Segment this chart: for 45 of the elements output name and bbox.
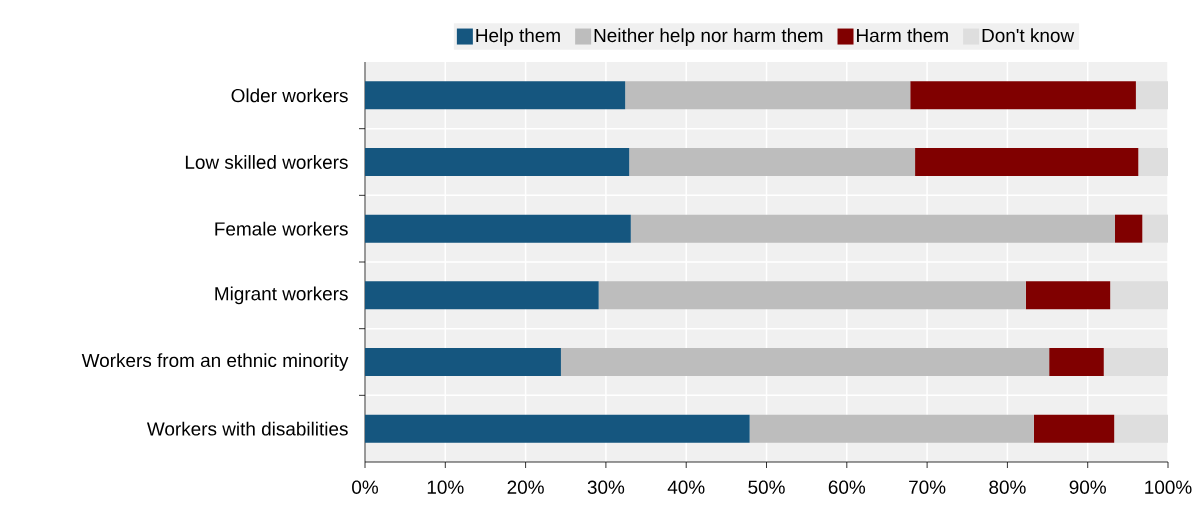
bar [749,414,1034,443]
legend-label: Don't know [982,28,1075,43]
y-tick-label: Female workers [215,221,348,236]
bar [629,148,916,176]
legend-label: Harm them [857,28,948,43]
bar [1103,348,1169,376]
bar [915,148,1139,176]
x-tick-label: 80% [989,480,1026,494]
bar [910,81,1136,110]
x-tick-label: 100% [1145,480,1192,494]
y-tick-label: Older workers [231,88,348,103]
x-tick-label: 10% [427,480,464,494]
y-tick-label: Workers from an ethnic minority [81,353,349,371]
bar [365,81,626,110]
bar [365,214,631,243]
bar [1142,214,1169,243]
bar [365,281,599,310]
x-tick-label: 20% [507,480,544,494]
x-tick-label: 0% [352,480,378,494]
bar [560,348,1050,376]
bar [1033,414,1115,443]
y-tick-label: Migrant workers [215,286,348,305]
bar [1115,214,1143,243]
bar [625,81,911,110]
x-tick-label: 30% [587,480,625,494]
bar [1025,281,1111,310]
bar [365,148,630,176]
bar [630,214,1116,243]
x-tick-label: 90% [1069,480,1106,494]
x-tick-label: 70% [909,480,946,494]
bar [1138,148,1169,176]
legend-label: Help them [476,28,560,46]
x-tick-label: 60% [828,480,866,494]
bar [1114,414,1169,443]
y-tick-label: Workers with disabilities [146,421,348,436]
bar [1049,348,1104,376]
x-tick-label: 50% [748,480,785,494]
legend-label: Neither help nor harm them [594,28,823,46]
x-tick-label: 40% [667,480,705,494]
y-tick-label: Low skilled workers [185,155,348,169]
bar [365,348,561,376]
bar [598,281,1026,310]
bar [1135,81,1169,110]
bar [365,414,750,443]
bar [1110,281,1169,310]
